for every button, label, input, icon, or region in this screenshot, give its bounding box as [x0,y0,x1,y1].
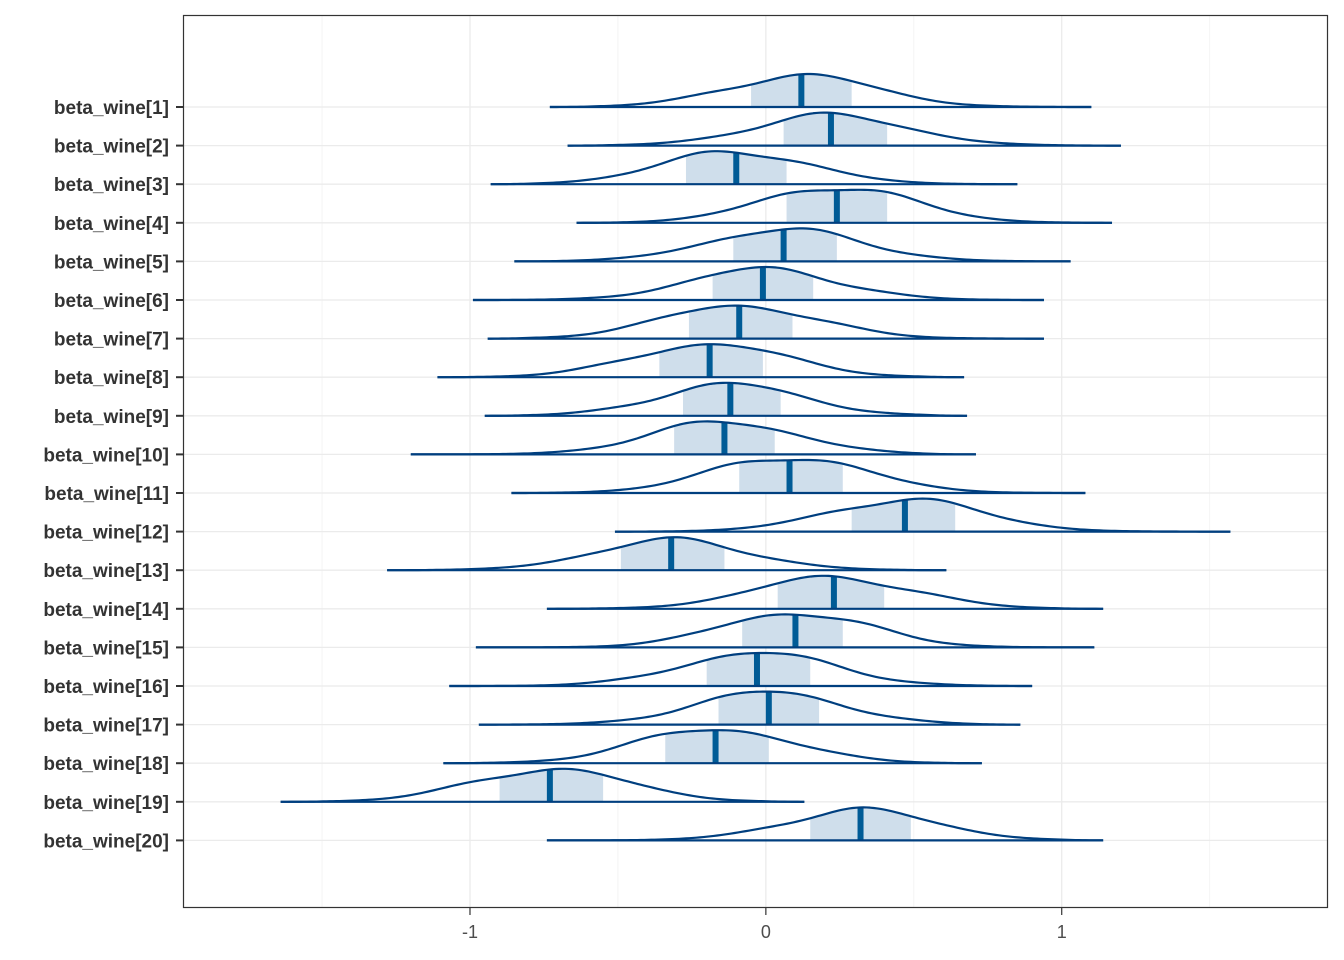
x-tick-label-2: 1 [1057,922,1067,942]
density-curve-5 [514,227,1071,263]
ridges [280,72,1231,842]
ridge-3 [490,150,1018,186]
y-tick-label-18: beta_wine[18] [43,754,169,775]
density-curve-9 [484,381,968,417]
density-curve-4 [576,188,1113,224]
ridge-5 [514,227,1071,263]
ridge-8 [437,343,965,379]
density-curve-11 [511,458,1086,495]
y-tick-label-1: beta_wine[1] [54,98,169,119]
y-tick-label-9: beta_wine[9] [54,407,169,428]
ridge-6 [472,265,1044,302]
ridge-12 [614,497,1231,533]
ridge-11 [511,458,1086,495]
density-curve-3 [490,150,1018,186]
y-tick-label-11: beta_wine[11] [44,484,169,505]
x-tick-label-0: -1 [462,922,478,942]
y-tick-label-3: beta_wine[3] [54,175,169,196]
y-tick-label-6: beta_wine[6] [54,291,169,312]
y-tick-label-14: beta_wine[14] [43,600,169,621]
y-tick-label-10: beta_wine[10] [43,445,169,466]
ridge-10 [410,420,976,456]
panel-border [182,14,1329,909]
ridge-2 [567,111,1121,147]
ridge-1 [549,72,1092,109]
y-tick-label-5: beta_wine[5] [54,252,169,273]
ridge-19 [280,767,805,803]
y-tick-label-17: beta_wine[17] [43,716,169,737]
y-axis: beta_wine[1] beta_wine[2] beta_wine[3]beta… [43,98,183,852]
x-axis: -1 0 1 [462,908,1067,942]
y-tick-label-7: beta_wine[7] [54,330,169,351]
density-curve-14 [546,574,1104,610]
density-curve-2 [567,111,1121,147]
ridge-15 [475,613,1095,649]
ridge-20 [546,806,1104,842]
y-tick-label-20: beta_wine[20] [43,831,169,852]
x-tick-label-1: 0 [761,922,771,942]
density-curve-18 [443,729,982,765]
y-tick-label-2: beta_wine[2] [54,137,169,158]
ridge-16 [449,651,1033,688]
interval-area-2 [783,112,888,146]
density-curve-19 [280,767,805,803]
density-curve-13 [387,536,947,572]
density-curve-8 [437,343,965,379]
ridge-9 [484,381,968,417]
ridge-4 [576,188,1113,224]
ridge-13 [387,536,947,572]
ridge-7 [487,304,1044,340]
y-tick-label-16: beta_wine[16] [43,677,169,698]
y-tick-label-4: beta_wine[4] [54,214,169,235]
y-tick-label-8: beta_wine[8] [54,368,169,389]
ridge-18 [443,729,982,765]
ridge-14 [546,574,1104,610]
y-tick-label-13: beta_wine[13] [43,561,169,582]
y-tick-label-19: beta_wine[19] [43,793,169,814]
ridge-17 [478,690,1021,726]
y-tick-label-12: beta_wine[12] [43,523,169,544]
y-tick-label-15: beta_wine[15] [43,638,169,659]
